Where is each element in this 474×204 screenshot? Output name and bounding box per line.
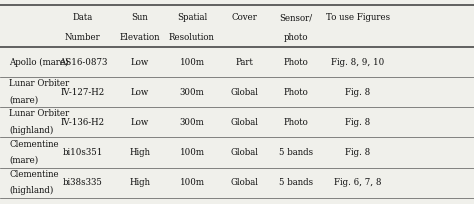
Text: (mare): (mare)	[9, 95, 39, 104]
Text: High: High	[129, 148, 150, 157]
Text: Lunar Orbiter: Lunar Orbiter	[9, 109, 70, 118]
Text: Global: Global	[230, 118, 258, 127]
Text: Data: Data	[73, 13, 93, 22]
Text: Fig. 8: Fig. 8	[345, 88, 371, 97]
Text: Part: Part	[235, 58, 253, 67]
Text: To use Figures: To use Figures	[326, 13, 390, 22]
Text: Clementine: Clementine	[9, 140, 59, 149]
Text: Photo: Photo	[284, 58, 309, 67]
Text: 300m: 300m	[180, 118, 204, 127]
Text: 100m: 100m	[180, 178, 204, 187]
Text: bi38s335: bi38s335	[63, 178, 103, 187]
Text: IV-127-H2: IV-127-H2	[61, 88, 105, 97]
Text: Sun: Sun	[131, 13, 148, 22]
Text: (highland): (highland)	[9, 186, 54, 195]
Text: Low: Low	[131, 58, 149, 67]
Text: Low: Low	[131, 118, 149, 127]
Text: Lunar Orbiter: Lunar Orbiter	[9, 79, 70, 88]
Text: Apollo (mare): Apollo (mare)	[9, 58, 69, 67]
Text: Fig. 8: Fig. 8	[345, 148, 371, 157]
Text: (highland): (highland)	[9, 125, 54, 135]
Text: 5 bands: 5 bands	[279, 178, 313, 187]
Text: Global: Global	[230, 178, 258, 187]
Text: Clementine: Clementine	[9, 170, 59, 179]
Text: Global: Global	[230, 88, 258, 97]
Text: IV-136-H2: IV-136-H2	[61, 118, 105, 127]
Text: Low: Low	[131, 88, 149, 97]
Text: Photo: Photo	[284, 88, 309, 97]
Text: 300m: 300m	[180, 88, 204, 97]
Text: Elevation: Elevation	[119, 33, 160, 42]
Text: Number: Number	[65, 33, 101, 42]
Text: Sensor/: Sensor/	[280, 13, 313, 22]
Text: Resolution: Resolution	[169, 33, 215, 42]
Text: 5 bands: 5 bands	[279, 148, 313, 157]
Text: (mare): (mare)	[9, 156, 39, 165]
Text: High: High	[129, 178, 150, 187]
Text: AS16-0873: AS16-0873	[59, 58, 107, 67]
Text: bi10s351: bi10s351	[63, 148, 103, 157]
Text: Spatial: Spatial	[177, 13, 207, 22]
Text: photo: photo	[284, 33, 309, 42]
Text: 100m: 100m	[180, 58, 204, 67]
Text: Fig. 8: Fig. 8	[345, 118, 371, 127]
Text: Global: Global	[230, 148, 258, 157]
Text: Fig. 6, 7, 8: Fig. 6, 7, 8	[334, 178, 382, 187]
Text: Photo: Photo	[284, 118, 309, 127]
Text: Cover: Cover	[231, 13, 257, 22]
Text: 100m: 100m	[180, 148, 204, 157]
Text: Fig. 8, 9, 10: Fig. 8, 9, 10	[331, 58, 384, 67]
